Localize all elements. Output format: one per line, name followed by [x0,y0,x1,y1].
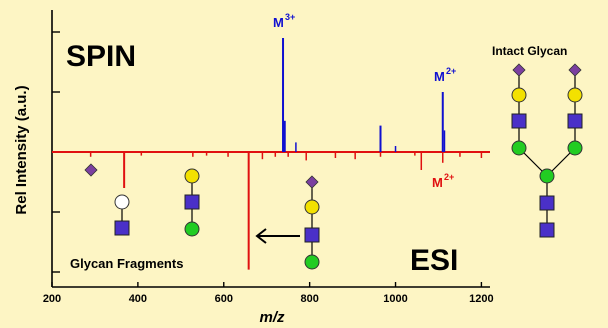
m2-plus-spin-annotation: M 2+ [434,66,456,84]
glcnac-square-icon [567,113,583,129]
intact-glycan-label: Intact Glycan [492,44,567,58]
x-tick-label: 800 [300,293,318,305]
fragment-sialic-acid [84,163,98,177]
sialic-acid-diamond-icon [84,163,98,177]
x-ticks: 200 400 600 800 1000 1200 [43,282,494,305]
x-tick-label: 1000 [383,293,407,305]
x-tick-label: 400 [129,293,147,305]
glcnac-square-icon [114,220,130,236]
galactose-circle-icon [184,168,200,184]
sialic-acid-diamond-icon [568,63,582,77]
m3-superscript: 3+ [285,12,295,22]
mannose-circle-icon [567,140,583,156]
m2-esi-superscript: 2+ [444,172,454,182]
m3-label: M [273,15,284,30]
fragment-gal-glcnac-man [184,168,200,237]
mannose-circle-icon [184,221,200,237]
glcnac-square-icon [511,113,527,129]
m2-esi-label: M [432,175,443,190]
galactose-circle-icon [304,199,320,215]
mannose-circle-icon [539,168,555,184]
esi-panel-label: ESI [410,244,458,277]
x-tick-label: 600 [215,293,233,305]
x-tick-label: 200 [43,293,61,305]
m2-spin-label: M [434,69,445,84]
glcnac-square-icon [539,222,555,238]
sialic-acid-diamond-icon [512,63,526,77]
mannose-circle-icon [304,254,320,270]
glcnac-square-icon [304,227,320,243]
hexose-circle-icon [114,194,130,210]
galactose-circle-icon [567,87,583,103]
mannose-circle-icon [511,140,527,156]
m2-spin-superscript: 2+ [446,66,456,76]
sialic-acid-diamond-icon [305,175,319,189]
spectrum-peaks [89,38,483,270]
axes [51,10,490,288]
x-tick-label: 1200 [469,293,493,305]
intact-glycan-structure [511,63,583,238]
y-axis-label: Rel Intensity (a.u.) [13,85,30,214]
fragment-full-antenna [304,175,320,270]
arrow-left-icon [255,228,300,244]
fragment-hexnac [114,194,130,236]
glcnac-square-icon [539,195,555,211]
m2-plus-esi-annotation: M 2+ [432,172,454,190]
glcnac-square-icon [184,194,200,210]
glycan-fragments-label: Glycan Fragments [70,256,183,271]
m3-plus-annotation: M 3+ [273,12,295,30]
spin-panel-label: SPIN [66,40,136,73]
galactose-circle-icon [511,87,527,103]
x-axis-label: m/z [259,309,285,326]
